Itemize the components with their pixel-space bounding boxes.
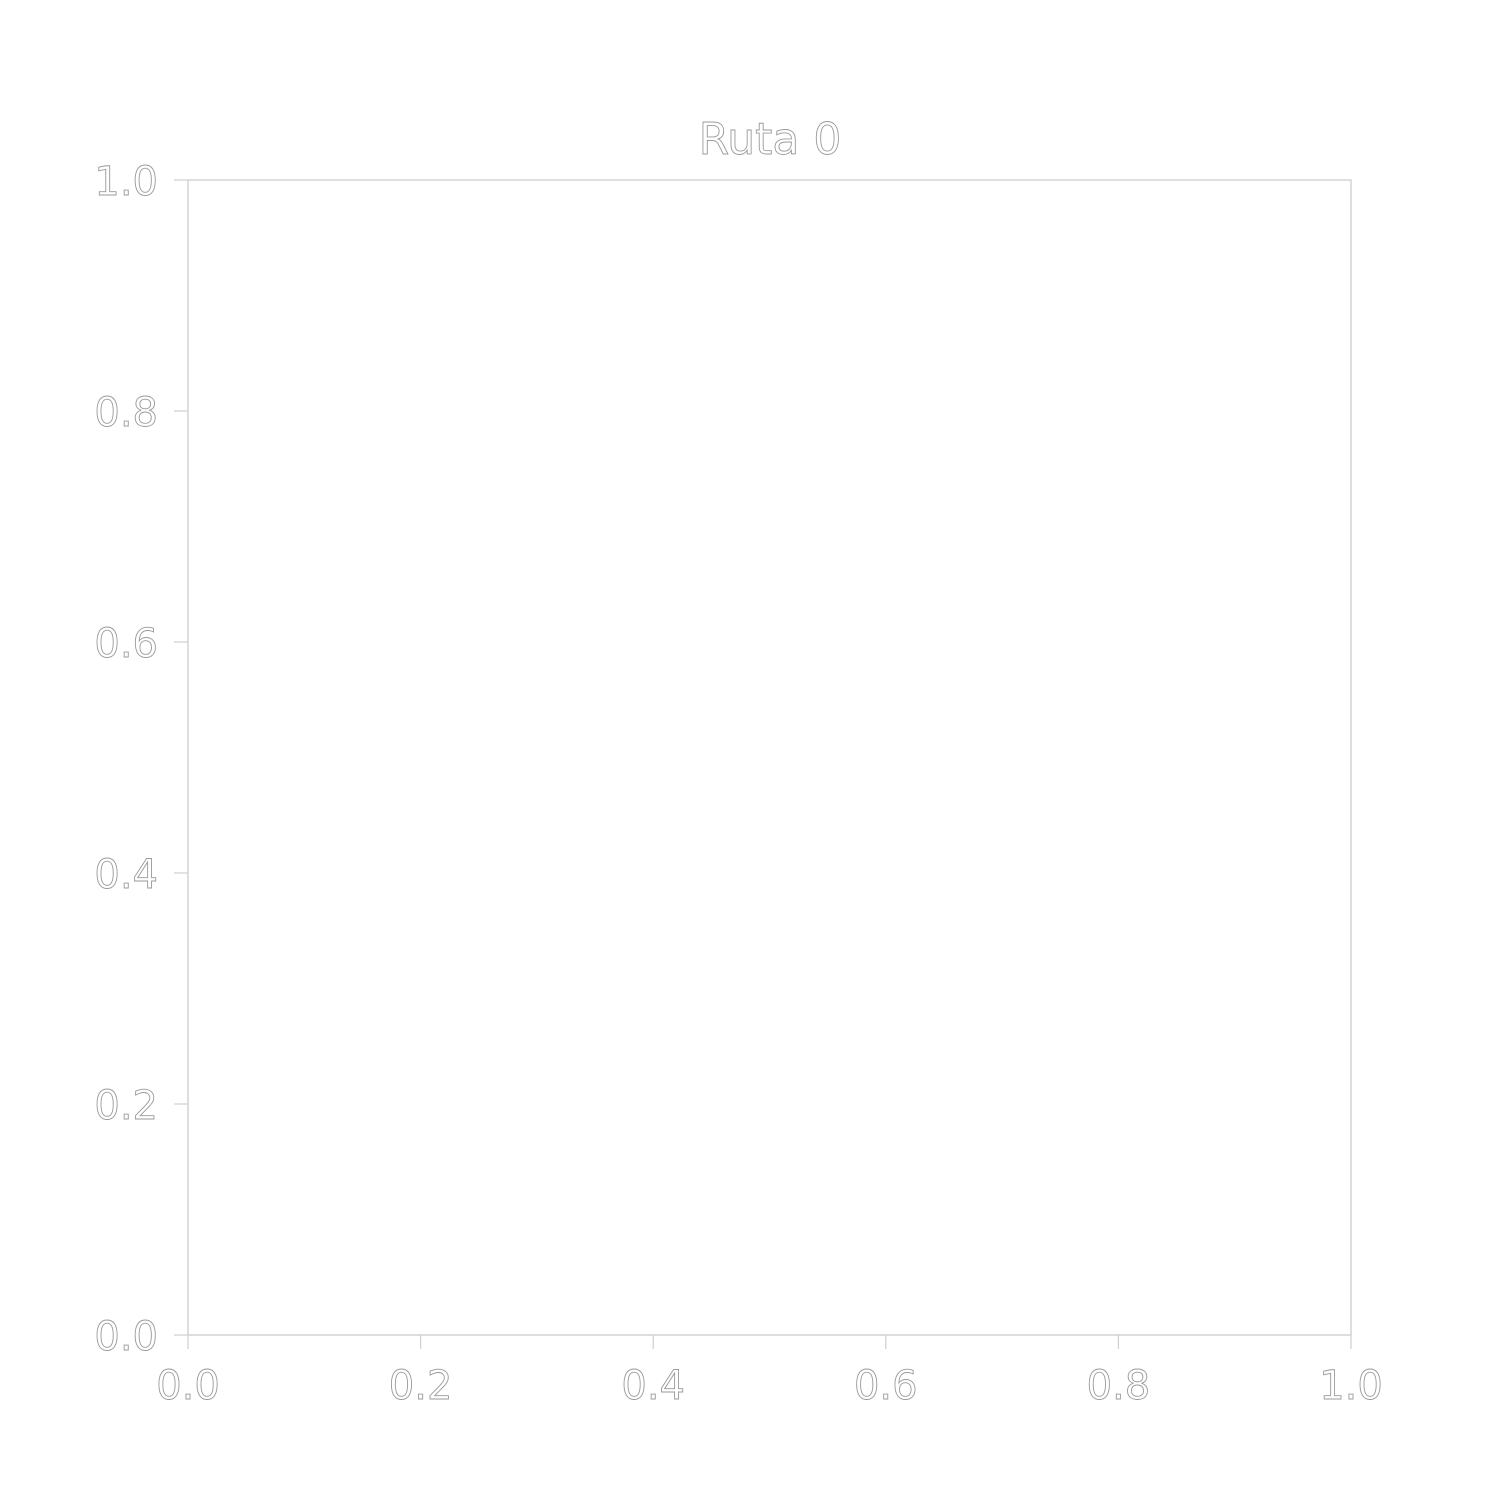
y-tick-label: 0.4 <box>94 852 158 898</box>
y-tick-label: 0.8 <box>94 390 158 436</box>
y-tick-label: 0.2 <box>94 1083 158 1129</box>
x-tick-label: 0.8 <box>1087 1363 1151 1409</box>
y-tick-label: 1.0 <box>94 159 158 205</box>
x-tick-label: 0.0 <box>156 1363 220 1409</box>
chart-title: Ruta 0 <box>699 114 842 165</box>
y-axis: 0.0 0.2 0.4 0.6 0.8 1.0 <box>94 159 188 1360</box>
x-tick-label: 0.2 <box>389 1363 453 1409</box>
x-tick-label: 0.6 <box>854 1363 918 1409</box>
x-axis: 0.0 0.2 0.4 0.6 0.8 1.0 <box>156 1335 1383 1409</box>
y-tick-label: 0.6 <box>94 621 158 667</box>
plot-area-frame <box>187 179 1352 1336</box>
y-tick-label: 0.0 <box>94 1314 158 1360</box>
x-tick-label: 1.0 <box>1319 1363 1383 1409</box>
x-tick-label: 0.4 <box>621 1363 685 1409</box>
